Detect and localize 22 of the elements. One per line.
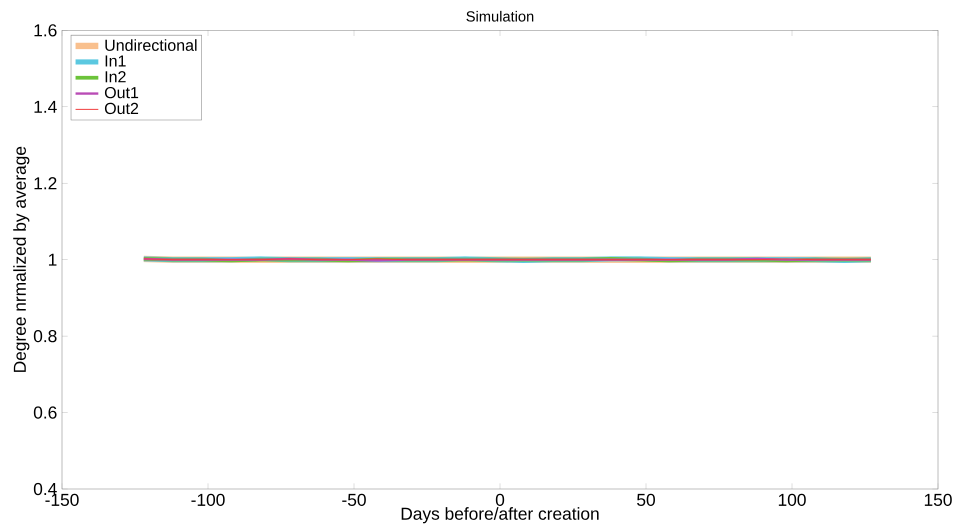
x-tick-label: 50 xyxy=(637,494,655,506)
y-tick-label: 1.2 xyxy=(34,177,56,190)
y-axis-title: Degree nrmalized by average xyxy=(13,146,30,372)
legend-label: In2 xyxy=(106,71,126,82)
legend-label: In1 xyxy=(106,55,126,66)
x-axis-title: Days before/after creation xyxy=(402,507,599,524)
x-tick-label: -150 xyxy=(45,494,79,506)
x-tick-label: 100 xyxy=(778,494,806,506)
y-tick-label: 1.4 xyxy=(34,100,57,113)
x-tick-label: -100 xyxy=(191,494,225,506)
y-tick-label: 1 xyxy=(48,254,56,266)
y-tick-label: 1.6 xyxy=(34,24,57,36)
y-tick-label: 0.6 xyxy=(34,406,57,419)
legend-label: Out1 xyxy=(104,86,138,98)
y-tick-label: 0.8 xyxy=(34,330,57,342)
legend-label: Out2 xyxy=(104,102,138,114)
x-tick-label: -50 xyxy=(342,494,366,506)
x-tick-label: 150 xyxy=(924,494,952,506)
y-tick-label: 0.4 xyxy=(34,482,57,496)
legend-label: Undirectional xyxy=(105,39,196,51)
x-tick-label: 0 xyxy=(496,494,504,506)
chart-title: Simulation xyxy=(466,10,534,22)
